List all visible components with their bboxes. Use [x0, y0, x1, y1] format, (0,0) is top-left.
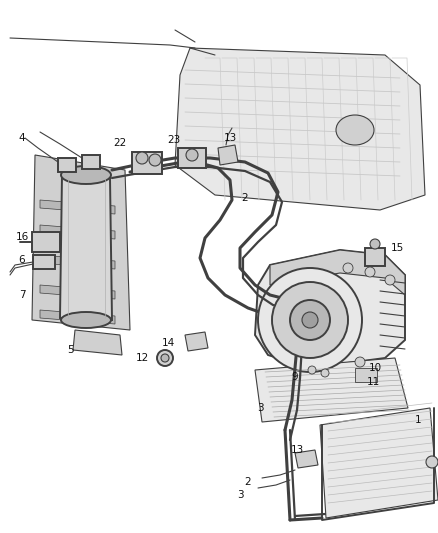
Ellipse shape — [61, 312, 111, 328]
Polygon shape — [175, 48, 425, 210]
Polygon shape — [32, 155, 130, 330]
Polygon shape — [73, 330, 122, 355]
Polygon shape — [185, 332, 208, 351]
Text: 16: 16 — [15, 232, 28, 242]
Circle shape — [149, 154, 161, 166]
Circle shape — [370, 239, 380, 249]
Text: 22: 22 — [113, 138, 127, 148]
Polygon shape — [320, 408, 438, 518]
Text: 9: 9 — [292, 372, 298, 382]
Text: 15: 15 — [390, 243, 404, 253]
Polygon shape — [40, 255, 115, 269]
Polygon shape — [40, 310, 115, 324]
Polygon shape — [40, 285, 115, 299]
Text: 14: 14 — [161, 338, 175, 348]
Circle shape — [426, 456, 438, 468]
Bar — [32, 232, 60, 252]
Bar — [82, 155, 100, 169]
Text: 3: 3 — [237, 490, 244, 500]
Circle shape — [321, 369, 329, 377]
Text: 23: 23 — [167, 135, 180, 145]
Text: 12: 12 — [135, 353, 148, 363]
Polygon shape — [295, 450, 318, 468]
Text: 11: 11 — [366, 377, 380, 387]
Bar — [365, 248, 385, 266]
Circle shape — [272, 282, 348, 358]
Circle shape — [186, 149, 198, 161]
Circle shape — [258, 268, 362, 372]
Circle shape — [302, 312, 318, 328]
Bar — [355, 368, 377, 382]
Text: 3: 3 — [257, 403, 263, 413]
Circle shape — [308, 366, 316, 374]
Ellipse shape — [61, 166, 111, 184]
Circle shape — [290, 300, 330, 340]
Polygon shape — [40, 225, 115, 239]
Text: 13: 13 — [223, 133, 237, 143]
Bar — [33, 255, 55, 269]
Text: 4: 4 — [19, 133, 25, 143]
Polygon shape — [255, 358, 408, 422]
Circle shape — [161, 354, 169, 362]
Polygon shape — [270, 250, 405, 295]
Circle shape — [355, 357, 365, 367]
Text: 2: 2 — [245, 477, 251, 487]
Polygon shape — [255, 250, 405, 368]
Bar — [132, 152, 162, 174]
Ellipse shape — [336, 115, 374, 145]
Bar — [58, 158, 76, 172]
Circle shape — [385, 275, 395, 285]
Text: 7: 7 — [19, 290, 25, 300]
Text: 13: 13 — [290, 445, 304, 455]
Polygon shape — [40, 200, 115, 214]
Polygon shape — [60, 175, 112, 320]
Text: 2: 2 — [242, 193, 248, 203]
Text: 5: 5 — [67, 345, 73, 355]
Circle shape — [136, 152, 148, 164]
Polygon shape — [218, 145, 238, 165]
Circle shape — [157, 350, 173, 366]
Text: 1: 1 — [415, 415, 421, 425]
Text: 6: 6 — [19, 255, 25, 265]
Bar — [178, 148, 206, 168]
Circle shape — [343, 263, 353, 273]
Circle shape — [365, 267, 375, 277]
Text: 10: 10 — [368, 363, 381, 373]
